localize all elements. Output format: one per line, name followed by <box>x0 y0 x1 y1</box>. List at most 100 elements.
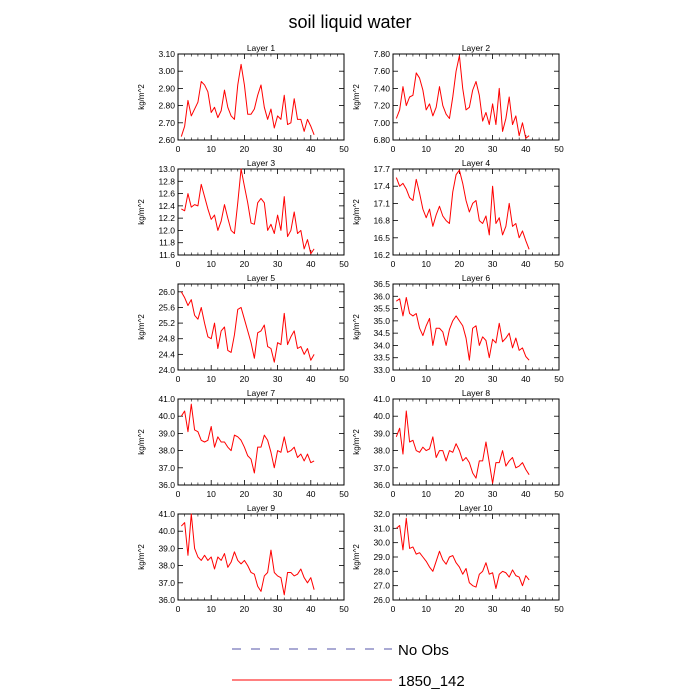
plot-frame-layer-1 <box>177 53 345 141</box>
y-tick-label-layer-7: 41.0 <box>158 394 175 404</box>
x-tick-label-layer-4: 40 <box>521 259 531 269</box>
panel-title-layer-9: Layer 9 <box>247 503 276 513</box>
x-tick-label-layer-1: 40 <box>306 144 316 154</box>
x-tick-label-layer-9: 30 <box>273 604 283 614</box>
y-axis-label-layer-10: kg/m^2 <box>352 544 361 570</box>
x-tick-label-layer-9: 40 <box>306 604 316 614</box>
panel-title-layer-3: Layer 3 <box>247 158 276 168</box>
y-tick-label-layer-3: 12.4 <box>158 201 175 211</box>
x-tick-label-layer-7: 50 <box>339 489 349 499</box>
y-tick-label-layer-6: 34.0 <box>373 340 390 350</box>
y-tick-label-layer-7: 36.0 <box>158 480 175 490</box>
series-line-layer-2 <box>395 55 530 139</box>
y-tick-label-layer-1: 2.90 <box>158 83 175 93</box>
y-tick-label-layer-9: 41.0 <box>158 509 175 519</box>
y-axis-label-layer-8: kg/m^2 <box>352 429 361 455</box>
series-line-layer-1 <box>180 63 315 137</box>
x-tick-label-layer-7: 10 <box>206 489 216 499</box>
y-tick-label-layer-1: 2.80 <box>158 101 175 111</box>
x-tick-label-layer-2: 20 <box>455 144 465 154</box>
y-tick-label-layer-10: 27.0 <box>373 581 390 591</box>
y-tick-label-layer-1: 3.00 <box>158 66 175 76</box>
y-tick-label-layer-4: 17.7 <box>373 164 390 174</box>
y-tick-label-layer-4: 16.5 <box>373 233 390 243</box>
x-tick-label-layer-6: 10 <box>421 374 431 384</box>
y-tick-label-layer-8: 41.0 <box>373 394 390 404</box>
x-tick-label-layer-6: 20 <box>455 374 465 384</box>
y-tick-label-layer-4: 16.8 <box>373 216 390 226</box>
plot-frame-layer-10 <box>392 513 560 601</box>
y-tick-label-layer-6: 36.0 <box>373 291 390 301</box>
x-tick-label-layer-6: 30 <box>488 374 498 384</box>
x-tick-label-layer-10: 30 <box>488 604 498 614</box>
y-tick-label-layer-3: 12.2 <box>158 213 175 223</box>
x-tick-label-layer-3: 40 <box>306 259 316 269</box>
y-tick-label-layer-2: 7.00 <box>373 118 390 128</box>
series-line-layer-5 <box>180 291 315 363</box>
y-tick-label-layer-9: 39.0 <box>158 543 175 553</box>
series-line-layer-3 <box>181 168 315 255</box>
x-tick-label-layer-8: 0 <box>391 489 396 499</box>
x-tick-label-layer-7: 0 <box>176 489 181 499</box>
x-tick-label-layer-8: 10 <box>421 489 431 499</box>
y-tick-label-layer-9: 40.0 <box>158 526 175 536</box>
y-tick-label-layer-7: 40.0 <box>158 411 175 421</box>
y-axis-label-layer-6: kg/m^2 <box>352 314 361 340</box>
y-tick-label-layer-2: 7.60 <box>373 66 390 76</box>
y-tick-label-layer-10: 30.0 <box>373 538 390 548</box>
y-tick-label-layer-10: 32.0 <box>373 509 390 519</box>
y-tick-label-layer-3: 13.0 <box>158 164 175 174</box>
y-tick-label-layer-5: 24.0 <box>158 365 175 375</box>
y-tick-label-layer-6: 35.0 <box>373 316 390 326</box>
y-tick-label-layer-1: 2.70 <box>158 118 175 128</box>
panel-title-layer-6: Layer 6 <box>462 273 491 283</box>
x-tick-label-layer-2: 40 <box>521 144 531 154</box>
x-tick-label-layer-3: 10 <box>206 259 216 269</box>
x-tick-label-layer-4: 10 <box>421 259 431 269</box>
x-tick-label-layer-2: 50 <box>554 144 564 154</box>
y-tick-label-layer-3: 12.0 <box>158 225 175 235</box>
panel-layer-10: Layer 10 kg/m^2 0 10 20 30 40 50 26.0 27.0 28.0 29.… <box>352 503 564 614</box>
legend-label-1850-142: 1850_142 <box>398 673 465 690</box>
y-axis-label-layer-1: kg/m^2 <box>137 84 146 110</box>
y-tick-label-layer-7: 38.0 <box>158 446 175 456</box>
panel-title-layer-7: Layer 7 <box>247 388 276 398</box>
x-tick-label-layer-9: 50 <box>339 604 349 614</box>
legend-label-no-obs: No Obs <box>398 642 449 659</box>
y-tick-label-layer-9: 36.0 <box>158 595 175 605</box>
y-axis-label-layer-9: kg/m^2 <box>137 544 146 570</box>
x-tick-label-layer-7: 30 <box>273 489 283 499</box>
y-tick-label-layer-9: 37.0 <box>158 578 175 588</box>
x-tick-label-layer-5: 40 <box>306 374 316 384</box>
x-tick-label-layer-1: 50 <box>339 144 349 154</box>
y-tick-label-layer-10: 28.0 <box>373 566 390 576</box>
x-tick-label-layer-9: 10 <box>206 604 216 614</box>
y-axis-label-layer-7: kg/m^2 <box>137 429 146 455</box>
x-tick-label-layer-2: 30 <box>488 144 498 154</box>
y-tick-label-layer-4: 16.2 <box>373 250 390 260</box>
legend: No Obs 1850_142 <box>232 642 465 690</box>
plot-frame-layer-2 <box>392 53 560 141</box>
panel-layer-8: Layer 8 kg/m^2 0 10 20 30 40 50 36.0 37.0 38.0 39.0… <box>352 388 564 499</box>
x-tick-label-layer-6: 50 <box>554 374 564 384</box>
x-tick-label-layer-5: 10 <box>206 374 216 384</box>
y-tick-label-layer-7: 37.0 <box>158 463 175 473</box>
y-tick-label-layer-2: 7.20 <box>373 101 390 111</box>
panel-title-layer-2: Layer 2 <box>462 43 491 53</box>
x-tick-label-layer-7: 20 <box>240 489 250 499</box>
y-axis-label-layer-4: kg/m^2 <box>352 199 361 225</box>
x-tick-label-layer-4: 0 <box>391 259 396 269</box>
plot-frame-layer-5 <box>177 283 345 371</box>
x-tick-label-layer-10: 50 <box>554 604 564 614</box>
x-tick-label-layer-2: 0 <box>391 144 396 154</box>
y-tick-label-layer-6: 36.5 <box>373 279 390 289</box>
panel-layer-4: Layer 4 kg/m^2 0 10 20 30 40 50 16.2 16.5 16.8 17.1… <box>352 158 564 269</box>
plot-frame-layer-9 <box>177 513 345 601</box>
panel-title-layer-4: Layer 4 <box>462 158 491 168</box>
x-tick-label-layer-3: 30 <box>273 259 283 269</box>
y-tick-label-layer-8: 38.0 <box>373 446 390 456</box>
y-tick-label-layer-2: 7.80 <box>373 49 390 59</box>
y-tick-label-layer-8: 40.0 <box>373 411 390 421</box>
x-tick-label-layer-3: 0 <box>176 259 181 269</box>
panel-layer-1: Layer 1 kg/m^2 0 10 20 30 40 50 2.60 2.70 2.80 2.90… <box>137 43 349 154</box>
